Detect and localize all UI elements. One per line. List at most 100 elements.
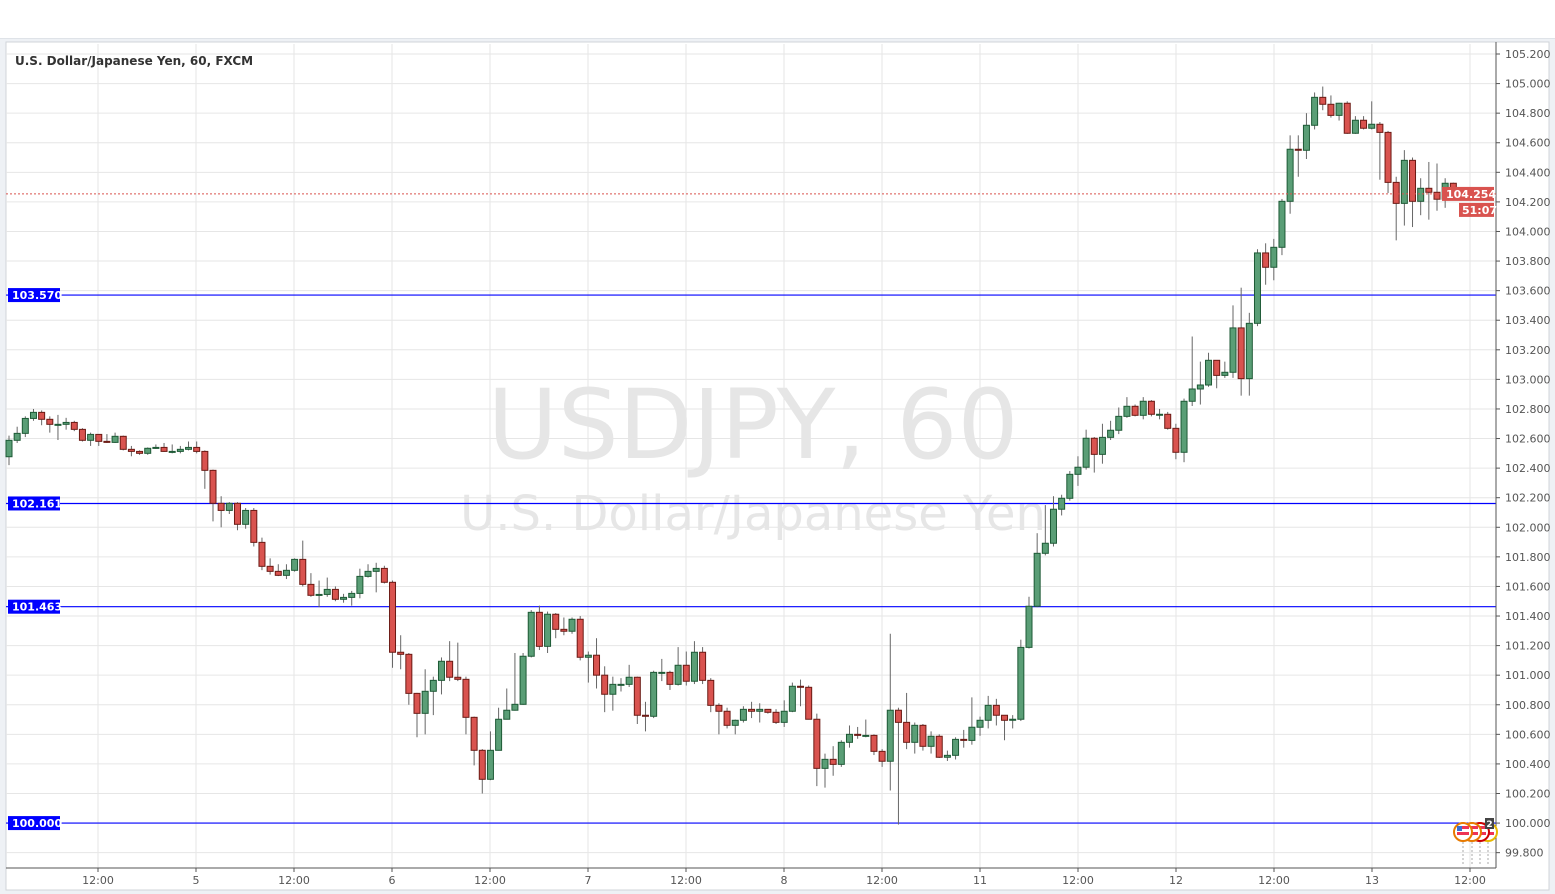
candle[interactable] [1066,471,1074,501]
candle[interactable] [584,651,592,683]
candle[interactable] [1302,113,1310,160]
candle[interactable] [1335,102,1343,121]
candle[interactable] [127,445,135,457]
candle[interactable] [1319,86,1327,111]
candle[interactable] [1180,398,1188,463]
candle[interactable] [1425,161,1433,220]
candle[interactable] [217,496,225,528]
candle[interactable] [894,707,902,825]
candle[interactable] [1025,596,1033,649]
candle[interactable] [601,666,609,713]
candle[interactable] [903,692,911,750]
candle[interactable] [136,450,144,455]
candle[interactable] [1270,238,1278,281]
candle[interactable] [552,613,560,639]
candle[interactable] [1058,494,1066,516]
candle[interactable] [1253,249,1261,327]
candle[interactable] [544,611,552,653]
candle[interactable] [731,719,739,735]
candle[interactable] [1131,404,1139,417]
candle[interactable] [470,716,478,766]
candle[interactable] [845,725,853,748]
candle[interactable] [299,540,307,587]
candle[interactable] [282,564,290,580]
candle[interactable] [46,416,54,433]
candle[interactable] [478,749,486,794]
candle[interactable] [960,729,968,748]
economic-events[interactable]: 2 [1453,818,1498,866]
candle[interactable] [160,442,168,452]
candle[interactable] [38,410,46,426]
candle[interactable] [315,580,323,608]
candle[interactable] [1278,198,1286,256]
candle[interactable] [976,716,984,736]
candle[interactable] [641,701,649,732]
candle[interactable] [854,726,862,739]
candle[interactable] [364,564,372,578]
candle[interactable] [372,562,380,593]
candle[interactable] [1360,116,1368,130]
candle[interactable] [1417,178,1425,216]
candle[interactable] [1343,101,1351,134]
candle[interactable] [886,633,894,791]
candle[interactable] [185,441,193,451]
time-axis[interactable]: 12:00 5 12:00 6 12:00 7 12:00 8 12:00 11 12:00 12 12… [82,868,1486,887]
candle[interactable] [862,719,870,738]
candle[interactable] [193,441,201,454]
candle[interactable] [1156,408,1164,420]
candle[interactable] [1229,305,1237,378]
candle[interactable] [658,658,666,682]
candle[interactable] [911,722,919,754]
candle[interactable] [1311,92,1319,130]
candle[interactable] [723,707,731,729]
candle[interactable] [984,695,992,729]
price-axis[interactable]: 99.800 100.000 100.200 100.400 100.600 100.80… [1496,48,1551,860]
candle[interactable] [225,502,233,514]
candle[interactable] [935,734,943,759]
candle[interactable] [992,698,1000,726]
candle[interactable] [152,444,160,449]
candle[interactable] [1213,359,1221,389]
candle[interactable] [266,558,274,575]
candle[interactable] [527,610,535,658]
candle[interactable] [209,469,217,522]
candle[interactable] [1172,423,1180,460]
candle[interactable] [233,502,241,531]
candle[interactable] [340,593,348,603]
candle[interactable] [1188,336,1196,407]
candle[interactable] [258,537,266,571]
candle[interactable] [21,416,29,438]
candle[interactable] [446,641,454,682]
candle[interactable] [870,734,878,756]
candle[interactable] [617,678,625,692]
candle[interactable] [625,664,633,688]
candle[interactable] [674,647,682,686]
candle[interactable] [1327,95,1335,118]
candle[interactable] [788,682,796,713]
candle[interactable] [1009,715,1017,729]
candle[interactable] [609,676,617,711]
candle[interactable] [421,669,429,735]
candle[interactable] [1098,423,1106,464]
candle[interactable] [715,703,723,735]
candle[interactable] [95,433,103,446]
candle[interactable] [348,590,356,606]
candle[interactable] [331,586,339,602]
candle[interactable] [780,700,788,727]
candle[interactable] [1384,130,1392,194]
candle[interactable] [682,651,690,686]
candle[interactable] [62,417,70,430]
candle[interactable] [943,750,951,761]
candle[interactable] [690,641,698,685]
candle[interactable] [495,707,503,751]
candle[interactable] [772,709,780,724]
us-flag-icon[interactable] [1453,822,1473,842]
candle[interactable] [486,731,494,781]
candle[interactable] [1351,116,1359,134]
candle[interactable] [250,508,258,547]
candle[interactable] [748,701,756,719]
candle[interactable] [5,435,13,466]
candle[interactable] [78,428,86,442]
candle[interactable] [797,679,805,707]
